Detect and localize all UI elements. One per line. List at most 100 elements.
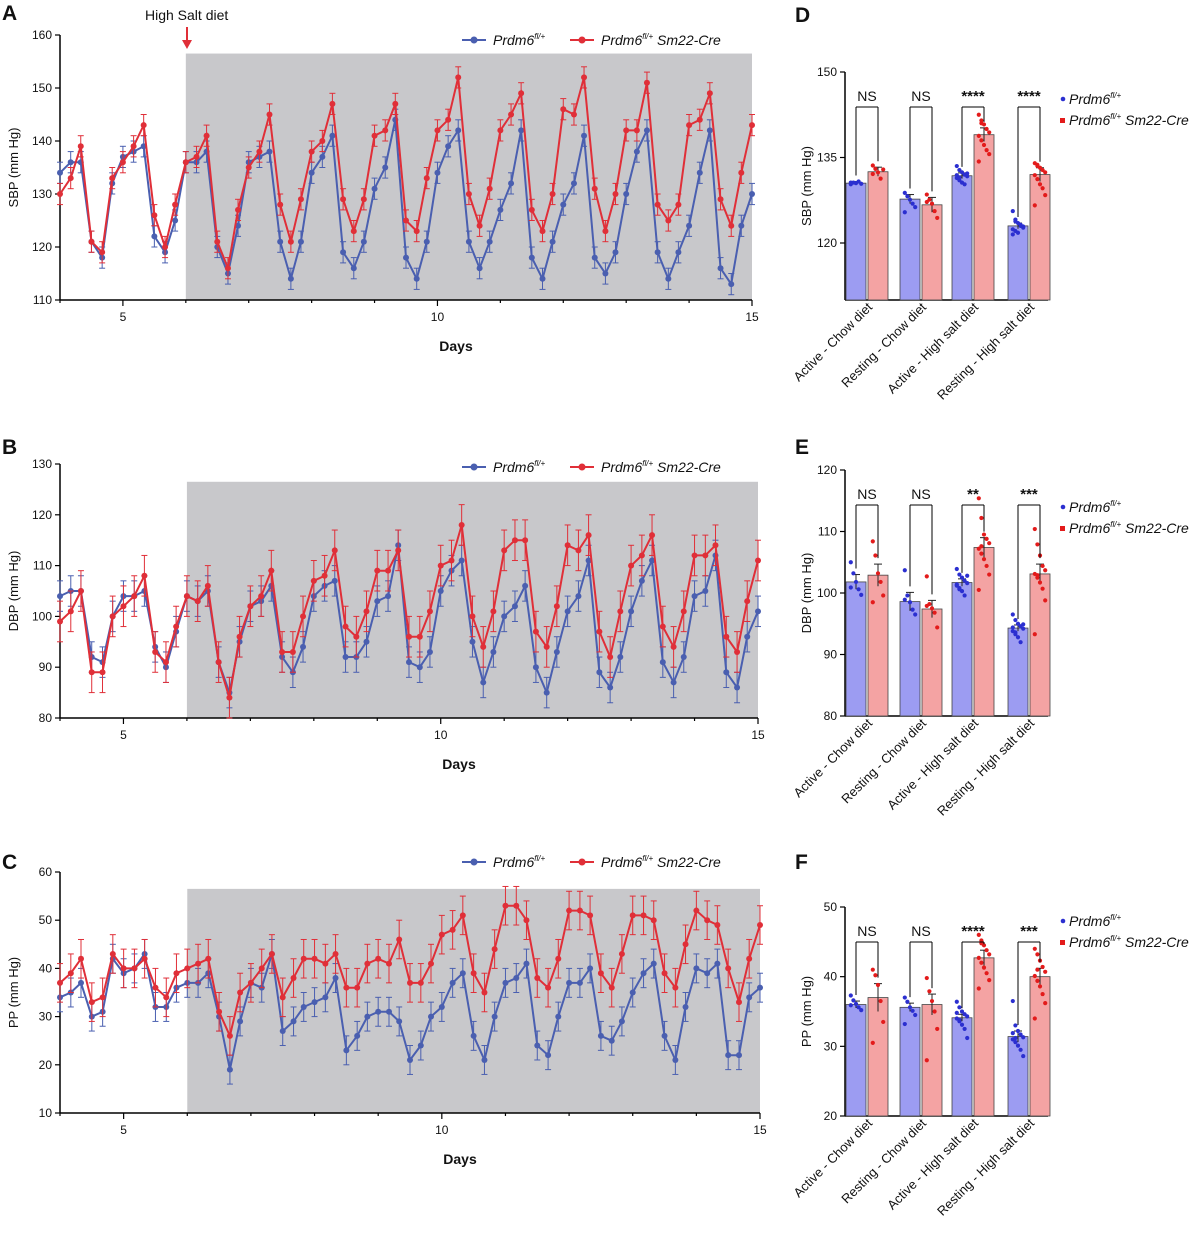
data-point [576, 907, 583, 914]
replicate-point [965, 1014, 970, 1019]
replicate-point [1032, 526, 1037, 532]
data-point [532, 628, 539, 635]
replicate-point [979, 544, 984, 549]
bar-cre [867, 171, 889, 301]
data-point [289, 648, 296, 655]
significance-bracket: **** [961, 923, 985, 1009]
replicate-point [1021, 1053, 1026, 1059]
high-salt-arrow [182, 27, 192, 49]
replicate-point [954, 566, 959, 572]
data-point [224, 265, 231, 272]
data-point [602, 228, 609, 235]
replicate-point [984, 971, 989, 976]
data-point [57, 191, 63, 197]
data-point [374, 567, 381, 574]
data-point [322, 960, 329, 967]
bar-wt [845, 1004, 867, 1117]
replicate-point [965, 171, 970, 176]
data-point [141, 955, 148, 962]
data-point [725, 965, 732, 972]
data-point [395, 547, 402, 554]
data-point [728, 281, 735, 288]
data-point [672, 984, 679, 991]
legend: Prdm6fl/+ Prdm6fl/+ Sm22-Cre [462, 32, 721, 48]
bar-wt [1007, 627, 1029, 717]
significance-label: NS [911, 88, 930, 104]
y-tick-label: 130 [32, 457, 52, 471]
replicate-point [870, 600, 875, 605]
data-point [423, 238, 430, 245]
replicate-point [932, 1009, 937, 1014]
replicate-point [987, 572, 992, 577]
y-tick-label: 120 [817, 463, 837, 477]
data-point [300, 643, 307, 650]
replicate-point [1043, 193, 1048, 198]
data-point [172, 201, 179, 208]
replicate-point [1010, 998, 1015, 1004]
data-point [406, 633, 412, 640]
data-point [109, 950, 116, 957]
replicate-point [987, 151, 992, 157]
replicate-point [910, 1008, 915, 1013]
data-point [712, 542, 719, 549]
data-point [279, 1028, 286, 1035]
data-point [434, 127, 441, 134]
replicate-point [881, 1019, 886, 1025]
replicate-point [1043, 1001, 1048, 1006]
data-point [396, 936, 403, 943]
replicate-point [1037, 984, 1043, 989]
legend-marker-cre [578, 36, 586, 44]
data-point [757, 922, 763, 929]
high-salt-annotation: High Salt diet [145, 7, 228, 23]
data-point [661, 1032, 668, 1039]
replicate-point [1037, 182, 1043, 187]
legend-marker-cre [1060, 118, 1065, 123]
data-point [371, 132, 378, 139]
data-point [654, 249, 661, 256]
replicate-point [870, 967, 875, 972]
replicate-point [984, 563, 989, 569]
replicate-point [853, 579, 859, 585]
significance-label: ** [967, 486, 979, 503]
data-point [353, 633, 360, 640]
legend-label-wt: Prdm6fl/+ [1069, 913, 1121, 929]
data-point [417, 979, 424, 986]
data-point [591, 185, 598, 192]
bar-wt [1007, 1036, 1029, 1117]
data-point [491, 1013, 498, 1020]
replicate-point [979, 138, 984, 143]
legend-marker-cre [578, 463, 586, 471]
data-point [163, 994, 170, 1001]
line-chart-c: 10 20 30 40 50 60 5 10 15 Days PP (mm Hg) Prdm6fl/+… [6, 854, 767, 1167]
data-point [757, 984, 763, 991]
high-salt-shaded-region [185, 53, 752, 300]
replicate-point [1043, 969, 1048, 974]
data-point [522, 582, 529, 589]
replicate-point [929, 606, 935, 611]
significance-bracket: NS [855, 486, 879, 569]
replicate-point [870, 171, 875, 177]
data-point [597, 970, 604, 977]
significance-bracket: ** [961, 486, 985, 573]
data-point [459, 970, 466, 977]
data-point [638, 552, 645, 559]
replicate-point [1035, 952, 1040, 957]
significance-label: **** [961, 88, 985, 105]
legend-label-wt: Prdm6fl/+ [493, 32, 545, 48]
significance-bracket: NS [909, 88, 933, 192]
data-point [744, 598, 751, 605]
data-point [638, 577, 645, 584]
replicate-point [1040, 186, 1045, 191]
data-point [340, 249, 347, 256]
replicate-point [913, 612, 918, 617]
replicate-point [962, 182, 967, 187]
data-point [417, 1042, 424, 1049]
data-point [67, 175, 74, 182]
data-point [532, 664, 539, 671]
x-tick-label: 5 [120, 728, 127, 742]
data-point [749, 122, 755, 129]
data-point [311, 999, 318, 1006]
data-point [445, 116, 452, 123]
